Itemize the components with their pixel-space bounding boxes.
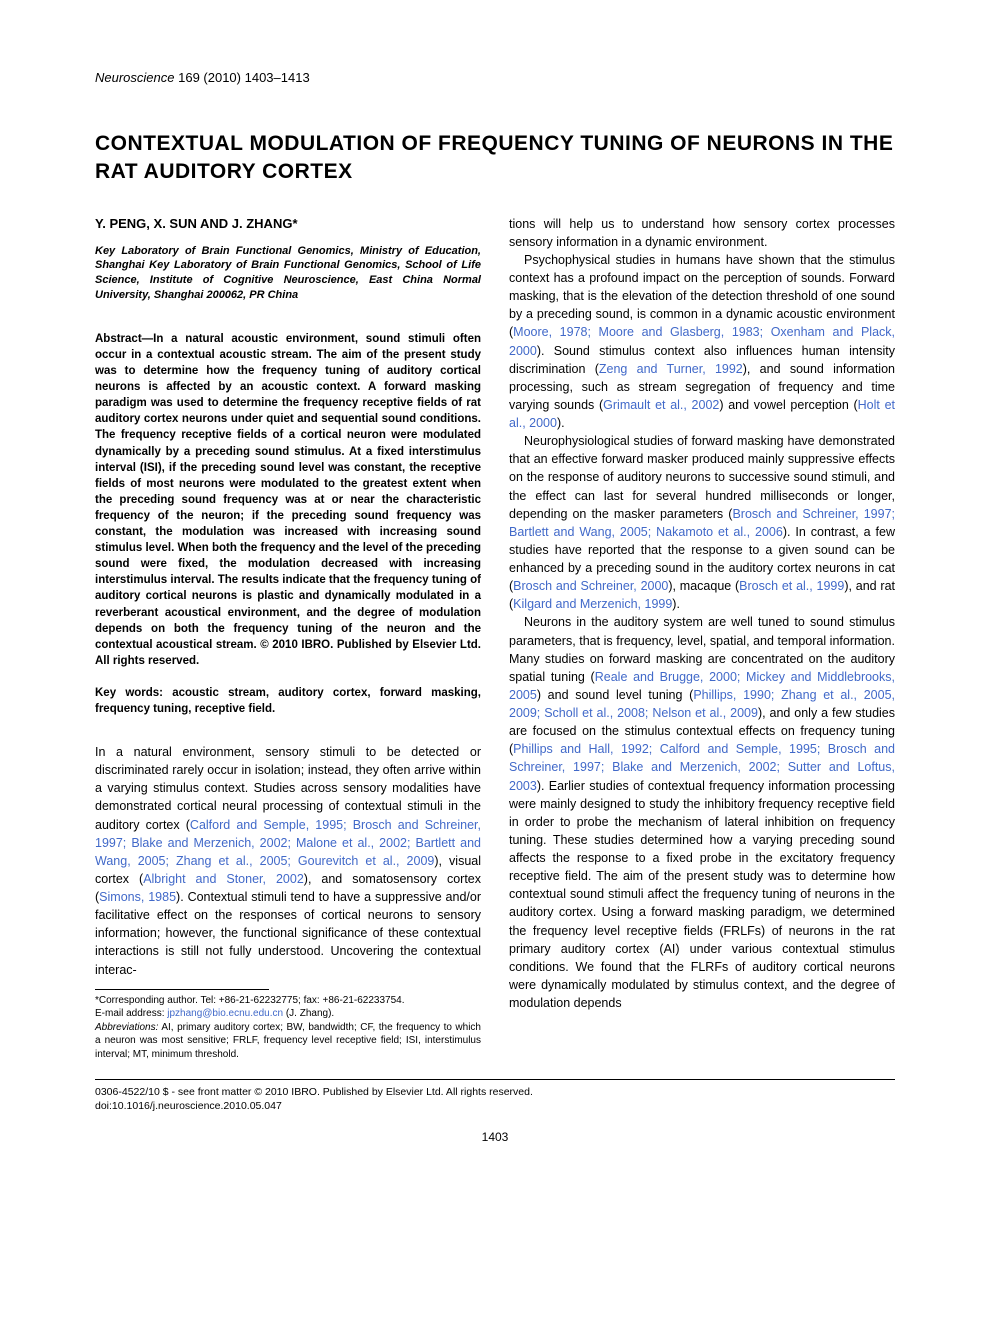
body-paragraph: Neurons in the auditory system are well … <box>509 613 895 1012</box>
journal-citation: 169 (2010) 1403–1413 <box>175 70 310 85</box>
authors: Y. PENG, X. SUN AND J. ZHANG* <box>95 215 481 234</box>
footnote-separator <box>95 989 269 990</box>
two-column-layout: Y. PENG, X. SUN AND J. ZHANG* Key Labora… <box>95 215 895 1062</box>
abstract: Abstract—In a natural acoustic environme… <box>95 331 481 669</box>
body-paragraph: Neurophysiological studies of forward ma… <box>509 432 895 613</box>
citation-link[interactable]: Brosch et al., 1999 <box>739 579 844 593</box>
abstract-label: Abstract— <box>95 333 153 345</box>
citation-link[interactable]: Kilgard and Merzenich, 1999 <box>513 597 672 611</box>
left-column: Y. PENG, X. SUN AND J. ZHANG* Key Labora… <box>95 215 481 1062</box>
page-number: 1403 <box>95 1130 895 1144</box>
abstract-body: In a natural acoustic environment, sound… <box>95 333 481 667</box>
footnote-block: *Corresponding author. Tel: +86-21-62232… <box>95 994 481 1062</box>
email-link[interactable]: jpzhang@bio.ecnu.edu.cn <box>167 1008 283 1019</box>
citation-link[interactable]: Simons, 1985 <box>99 890 176 904</box>
keywords: Key words: acoustic stream, auditory cor… <box>95 685 481 717</box>
bottom-separator <box>95 1079 895 1080</box>
citation-link[interactable]: Brosch and Schreiner, 2000 <box>513 579 668 593</box>
intro-paragraph-1: In a natural environment, sensory stimul… <box>95 743 481 979</box>
body-paragraph: Psychophysical studies in humans have sh… <box>509 251 895 432</box>
citation-link[interactable]: Grimault et al., 2002 <box>603 398 719 412</box>
body-paragraph: tions will help us to understand how sen… <box>509 215 895 251</box>
corresponding-author: *Corresponding author. Tel: +86-21-62232… <box>95 994 481 1008</box>
abbreviations: Abbreviations: AI, primary auditory cort… <box>95 1021 481 1062</box>
doi-line: doi:10.1016/j.neuroscience.2010.05.047 <box>95 1100 895 1112</box>
right-column: tions will help us to understand how sen… <box>509 215 895 1062</box>
affiliation: Key Laboratory of Brain Functional Genom… <box>95 244 481 303</box>
citation-link[interactable]: Albright and Stoner, 2002 <box>143 872 304 886</box>
journal-name: Neuroscience <box>95 70 175 85</box>
article-title: CONTEXTUAL MODULATION OF FREQUENCY TUNIN… <box>95 130 895 187</box>
keywords-label: Key words: <box>95 687 172 699</box>
copyright-line: 0306-4522/10 $ - see front matter © 2010… <box>95 1086 895 1098</box>
email-line: E-mail address: jpzhang@bio.ecnu.edu.cn … <box>95 1007 481 1021</box>
citation-link[interactable]: Zeng and Turner, 1992 <box>599 362 743 376</box>
journal-header: Neuroscience 169 (2010) 1403–1413 <box>95 70 895 85</box>
